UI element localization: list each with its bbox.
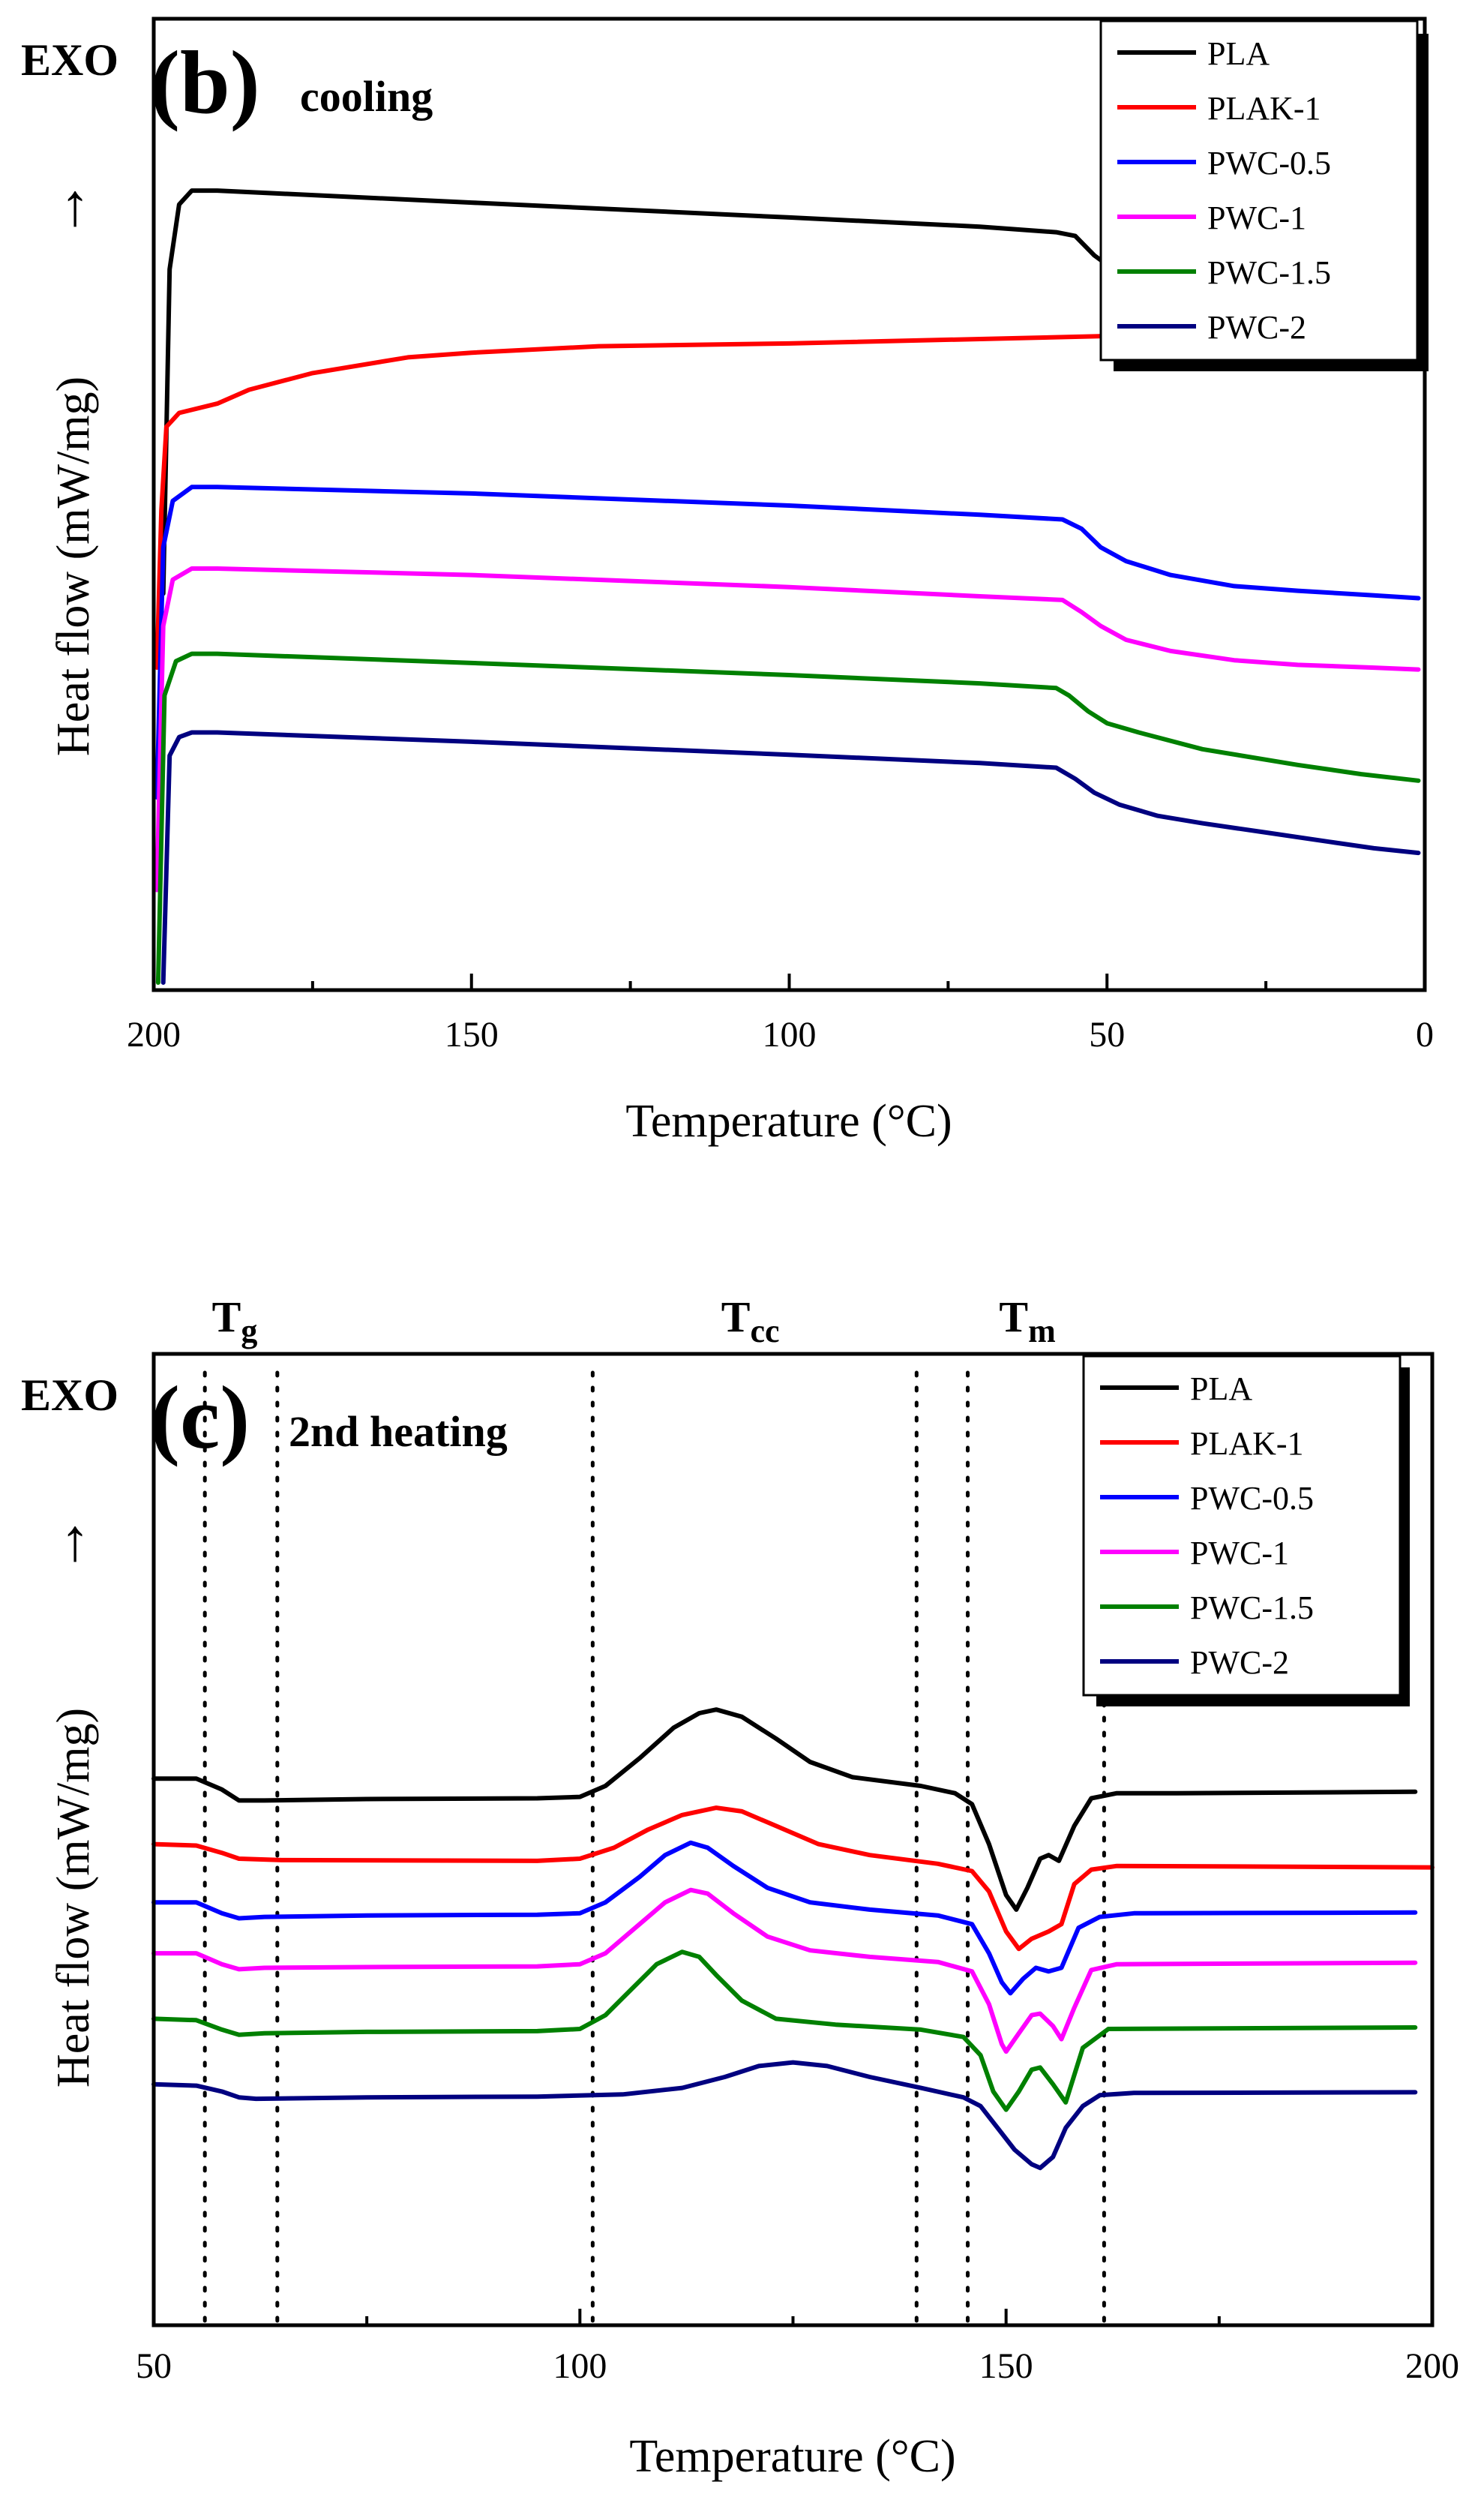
panel-b-exo-label: EXO xyxy=(21,35,118,85)
panel-c-panel-label: (c) xyxy=(150,1367,250,1467)
panel-c-legend-box xyxy=(1082,1355,1402,1697)
panel-c-series-pwc-1-5 xyxy=(151,1949,1418,2112)
panel-b-series-pwc-1 xyxy=(154,566,1421,893)
panel-b-x-tick-label-50: 50 xyxy=(1089,1015,1125,1055)
panel-b-x-tick-label-100: 100 xyxy=(763,1015,817,1055)
panel-b-tick-labels: 200 150 100 50 0 xyxy=(127,1015,1434,1055)
panel-c-annotations: Tg Tcc Tm xyxy=(212,1292,1056,1349)
panel-b-legend-label-pwc-1: PWC-1 xyxy=(1207,200,1306,236)
panel-c-y-axis-label: Heat flow (mW/mg) xyxy=(48,1708,99,2087)
panel-b-exo-arrow: ↑ xyxy=(60,173,90,239)
panel-b-legend-label-pwc-2: PWC-2 xyxy=(1207,309,1306,346)
panel-b-legend-label-pwc-1-5: PWC-1.5 xyxy=(1207,254,1331,291)
panel-b-title: cooling xyxy=(300,72,433,121)
panel-c-legend-label-pwc-2: PWC-2 xyxy=(1190,1644,1289,1681)
panel-b-legend-label-pwc-0-5: PWC-0.5 xyxy=(1207,145,1331,182)
panel-c-title: 2nd heating xyxy=(289,1407,508,1456)
panel-c-x-tick-label-200: 200 xyxy=(1405,2346,1459,2386)
panel-b-y-axis-label: Heat flow (mW/mg) xyxy=(48,377,99,756)
panel-c-plot-frame xyxy=(151,1352,1435,2327)
panel-c-annotation-tm: Tm xyxy=(999,1292,1055,1349)
panel-c-x-tick-label-100: 100 xyxy=(553,2346,607,2386)
panel-b-x-tick-label-150: 150 xyxy=(445,1015,499,1055)
panel-b-legend-label-plak-1: PLAK-1 xyxy=(1207,90,1321,127)
panel-b-legend-box xyxy=(1099,20,1419,362)
panel-c-series-pwc-1 xyxy=(151,1887,1418,2054)
panel-c-series-pwc-2 xyxy=(151,2060,1418,2171)
panel-b-series-pwc-2 xyxy=(160,730,1421,985)
panel-c-2nd-heating: 50 100 150 200 Tg Tcc Tm EXO ↑ (c) 2nd heatin… xyxy=(21,1292,1459,2482)
panel-b-panel-label: (b) xyxy=(150,32,260,132)
panel-c-legend-label-plak-1: PLAK-1 xyxy=(1190,1425,1304,1462)
panel-b-x-tick-label-0: 0 xyxy=(1416,1015,1434,1055)
panel-c-vertical-markers xyxy=(202,1370,1106,2327)
panel-c-legend-entries: PLA PLAK-1 PWC-0.5 PWC-1 PWC-1.5 PWC-2 xyxy=(1100,1370,1314,1681)
panel-b-legend-entries: PLA PLAK-1 PWC-0.5 PWC-1 PWC-1.5 PWC-2 xyxy=(1117,35,1331,346)
panel-c-tick-labels: 50 100 150 200 xyxy=(136,2346,1459,2386)
panel-c-exo-arrow: ↑ xyxy=(60,1508,90,1574)
panel-b-series-pwc-0-5 xyxy=(154,485,1421,800)
panel-c-x-axis-label: Temperature (°C) xyxy=(629,2431,955,2482)
panel-c-series-pwc-0-5 xyxy=(151,1840,1418,1996)
panel-c-series-plak-1 xyxy=(151,1805,1435,1952)
panel-c-annotation-tg: Tg xyxy=(212,1292,258,1349)
panel-b-series-plak-1 xyxy=(154,328,1427,671)
panel-c-series-pla xyxy=(151,1707,1418,1912)
panel-c-legend-label-pla: PLA xyxy=(1190,1370,1252,1407)
panel-c-x-tick-label-50: 50 xyxy=(136,2346,172,2386)
panel-c-legend-label-pwc-0-5: PWC-0.5 xyxy=(1190,1480,1314,1517)
panel-c-x-tick-label-150: 150 xyxy=(979,2346,1033,2386)
panel-b-x-axis-label: Temperature (°C) xyxy=(625,1096,952,1147)
panel-c-legend-label-pwc-1: PWC-1 xyxy=(1190,1535,1289,1571)
panel-c-series xyxy=(151,1707,1435,2171)
panel-c-legend: PLA PLAK-1 PWC-0.5 PWC-1 PWC-1.5 PWC-2 xyxy=(1082,1355,1410,1706)
panel-b-legend: PLA PLAK-1 PWC-0.5 PWC-1 PWC-1.5 PWC-2 xyxy=(1099,20,1429,371)
panel-c-annotation-tcc: Tcc xyxy=(721,1292,780,1349)
panel-b-plot-frame xyxy=(151,17,1427,992)
panel-b-legend-label-pla: PLA xyxy=(1207,35,1270,72)
panel-c-exo-label: EXO xyxy=(21,1370,118,1420)
panel-b-series-pwc-1-5 xyxy=(155,651,1421,985)
panel-c-legend-label-pwc-1-5: PWC-1.5 xyxy=(1190,1589,1314,1626)
panel-b-x-tick-label-200: 200 xyxy=(127,1015,181,1055)
panel-b-cooling: 200 150 100 50 0 EXO ↑ (b) cooling Temperatu… xyxy=(21,17,1434,1147)
